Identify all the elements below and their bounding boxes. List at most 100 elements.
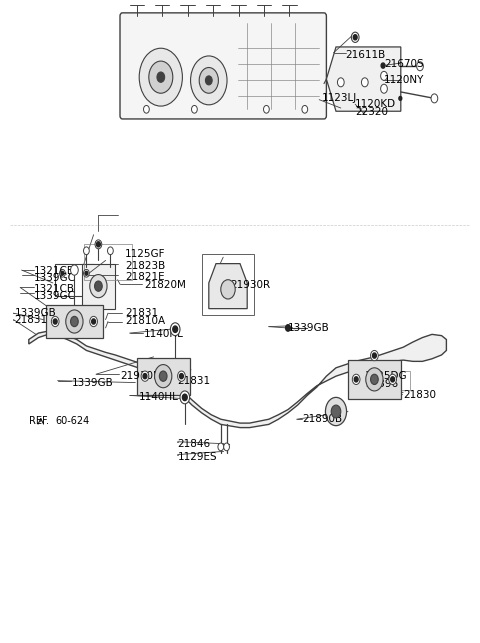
Circle shape [381, 84, 387, 93]
Circle shape [141, 371, 149, 381]
Circle shape [381, 63, 385, 68]
Text: 21846: 21846 [178, 439, 211, 449]
Text: 21820M: 21820M [144, 280, 186, 291]
Circle shape [90, 275, 107, 298]
Text: REF.: REF. [29, 416, 49, 426]
Text: 1140HL: 1140HL [144, 329, 184, 340]
Text: 1125GF: 1125GF [125, 249, 165, 259]
Circle shape [92, 319, 96, 324]
Circle shape [173, 326, 178, 332]
Text: 1339GB: 1339GB [14, 308, 56, 318]
Circle shape [371, 350, 378, 361]
Circle shape [381, 71, 387, 80]
Circle shape [366, 368, 383, 391]
Text: 1120KD: 1120KD [355, 99, 396, 109]
Text: 21831: 21831 [178, 376, 211, 386]
Circle shape [155, 365, 172, 388]
Text: 21831: 21831 [125, 308, 158, 318]
Circle shape [90, 316, 97, 327]
Circle shape [302, 105, 308, 113]
Circle shape [391, 377, 395, 382]
Text: 1120NY: 1120NY [384, 75, 424, 86]
Circle shape [264, 105, 269, 113]
Circle shape [221, 280, 235, 299]
Text: 21821E: 21821E [125, 272, 165, 282]
Text: 21810A: 21810A [125, 316, 165, 327]
Circle shape [84, 247, 89, 255]
Text: 1125DG: 1125DG [365, 371, 408, 381]
Circle shape [61, 271, 64, 275]
Polygon shape [326, 47, 401, 111]
Circle shape [178, 371, 185, 381]
Circle shape [51, 316, 59, 327]
Circle shape [139, 48, 182, 106]
Circle shape [371, 374, 378, 385]
Circle shape [389, 374, 396, 385]
Bar [55, 264, 94, 296]
Circle shape [218, 443, 224, 451]
Circle shape [192, 105, 197, 113]
Text: 21611B: 21611B [346, 50, 386, 60]
FancyBboxPatch shape [120, 13, 326, 119]
Circle shape [353, 35, 357, 40]
Circle shape [108, 247, 113, 255]
Circle shape [286, 325, 290, 331]
Circle shape [325, 397, 347, 426]
Circle shape [170, 323, 180, 336]
Circle shape [180, 391, 190, 404]
Text: 1129ES: 1129ES [178, 451, 217, 462]
Text: 21890B: 21890B [302, 414, 343, 424]
Circle shape [372, 353, 376, 358]
Text: 21831: 21831 [14, 315, 48, 325]
Bar [202, 254, 254, 315]
Text: 21930R: 21930R [230, 280, 271, 291]
Circle shape [95, 240, 102, 249]
Bar [84, 244, 132, 280]
Circle shape [159, 371, 167, 381]
Text: 1339GC: 1339GC [34, 273, 75, 284]
Circle shape [191, 56, 227, 105]
Polygon shape [209, 264, 247, 309]
Text: 21830: 21830 [403, 390, 436, 401]
Circle shape [399, 96, 402, 100]
Circle shape [84, 269, 89, 277]
Circle shape [96, 242, 100, 247]
Text: 1339GB: 1339GB [288, 323, 330, 333]
Circle shape [417, 62, 423, 71]
Circle shape [431, 94, 438, 103]
Text: 21910B: 21910B [120, 371, 160, 381]
Circle shape [351, 32, 359, 42]
Text: 22320: 22320 [355, 107, 388, 117]
Circle shape [96, 240, 101, 248]
Bar [82, 264, 115, 309]
Circle shape [352, 374, 360, 385]
Circle shape [71, 316, 78, 327]
Polygon shape [29, 331, 446, 428]
Text: 21823B: 21823B [125, 260, 165, 271]
Circle shape [60, 269, 65, 277]
Circle shape [205, 76, 212, 85]
Text: 1321CB: 1321CB [34, 266, 74, 276]
Circle shape [361, 78, 368, 87]
Circle shape [354, 377, 358, 382]
Polygon shape [137, 358, 190, 395]
Circle shape [85, 271, 88, 275]
Circle shape [144, 105, 149, 113]
Circle shape [157, 72, 165, 82]
Circle shape [95, 281, 102, 291]
Text: 60-624: 60-624 [55, 416, 89, 426]
Circle shape [337, 78, 344, 87]
Text: 1339GC: 1339GC [34, 291, 75, 301]
Circle shape [182, 394, 187, 401]
Circle shape [53, 319, 57, 324]
Circle shape [331, 405, 341, 418]
Polygon shape [348, 360, 401, 399]
Text: 55396: 55396 [365, 379, 398, 389]
Circle shape [199, 68, 218, 93]
Circle shape [224, 443, 229, 451]
Circle shape [149, 61, 173, 93]
Circle shape [143, 374, 147, 379]
Circle shape [71, 265, 78, 275]
Polygon shape [46, 305, 103, 338]
Circle shape [180, 374, 183, 379]
